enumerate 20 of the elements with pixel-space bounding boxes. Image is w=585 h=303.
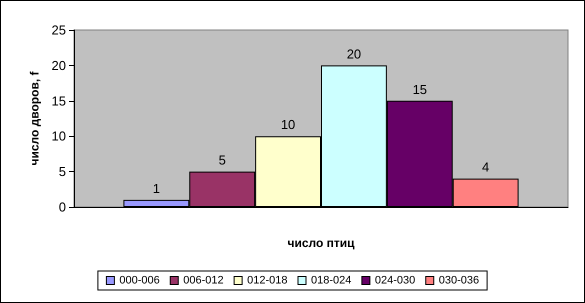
legend-label: 006-012: [183, 274, 224, 286]
y-tick-label: 20: [52, 58, 66, 73]
legend-label: 030-036: [438, 274, 480, 286]
legend-label: 000-006: [119, 274, 160, 286]
x-axis-title: число птиц: [287, 236, 356, 250]
data-label: 1: [152, 180, 160, 196]
legend-label: 012-018: [247, 274, 288, 286]
data-label: 10: [280, 117, 296, 132]
data-label: 4: [482, 160, 490, 175]
legend-label: 024-030: [374, 274, 416, 286]
y-tick-label: 25: [52, 22, 66, 38]
data-label: 20: [346, 46, 362, 62]
y-tick-label: 5: [58, 164, 66, 180]
y-axis-title: число дворов, f: [28, 70, 42, 166]
legend-label: 018-024: [311, 274, 352, 286]
data-label: 15: [412, 82, 428, 97]
data-label: 5: [218, 152, 226, 168]
y-tick-label: 15: [52, 93, 66, 108]
y-tick-label: 10: [52, 128, 66, 144]
y-tick-label: 0: [58, 200, 66, 214]
